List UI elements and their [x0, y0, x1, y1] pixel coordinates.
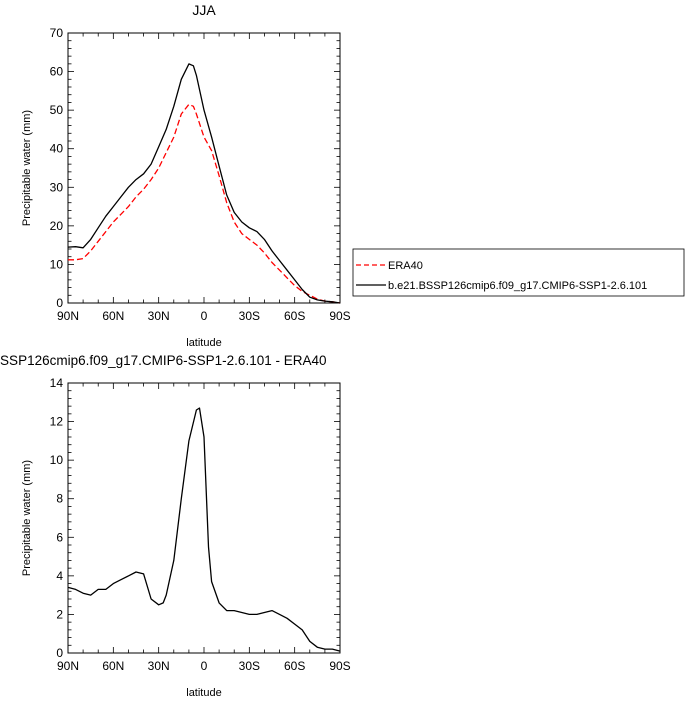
y-tick-label: 0 — [56, 646, 63, 660]
plot-frame — [67, 32, 341, 304]
y-tick-label: 50 — [50, 103, 64, 117]
x-tick-label: 60S — [284, 659, 305, 673]
bottom-panel: b.e21.BSSP126cmip6.f09_g17.CMIP6-SSP1-2.… — [0, 353, 351, 699]
x-tick-label: 30S — [239, 309, 260, 323]
y-tick-label: 30 — [50, 180, 64, 194]
y-tick-label: 40 — [50, 142, 64, 156]
y-tick-label: 10 — [50, 453, 64, 467]
bottom-plot-area: 90N 60N 30N 0 30S 60S 90S 0 2 4 6 8 10 12 14 — [50, 376, 351, 673]
x-tick-label: 90N — [57, 659, 79, 673]
x-tick-label: 0 — [201, 309, 208, 323]
x-tick-label: 30N — [148, 659, 170, 673]
x-tick-label: 90N — [57, 309, 79, 323]
y-tick-label: 4 — [56, 569, 63, 583]
legend-box — [352, 248, 685, 297]
top-plot-area: 90N 60N 30N 0 30S 60S 90S 0 10 20 30 40 50 60 70 — [50, 26, 351, 323]
x-tick-label: 30S — [239, 659, 260, 673]
bottom-title: b.e21.BSSP126cmip6.f09_g17.CMIP6-SSP1-2.… — [0, 353, 326, 368]
x-tick-label: 60S — [284, 309, 305, 323]
x-tick-label: 60N — [102, 659, 124, 673]
y-tick-label: 2 — [56, 607, 63, 621]
y-tick-label: 6 — [56, 530, 63, 544]
series-line-era40 — [68, 103, 341, 304]
x-tick-label: 60N — [102, 309, 124, 323]
y-tick-label: 0 — [56, 296, 63, 310]
plot-frame — [67, 382, 341, 654]
x-tick-label: 30N — [148, 309, 170, 323]
series-line-b-e21-bssp126cmip6-f09-g17-cmip6-ssp1-2-6-101 — [67, 63, 341, 304]
y-tick-label: 70 — [50, 26, 64, 40]
y-tick-label: 14 — [50, 376, 64, 390]
x-tick-label: 90S — [329, 309, 350, 323]
y-tick-label: 8 — [56, 492, 63, 506]
legend: ERA40 b.e21.BSSP126cmip6.f09_g17.CMIP6-S… — [352, 248, 685, 297]
y-tick-label: 20 — [50, 219, 64, 233]
legend-label-model: b.e21.BSSP126cmip6.f09_g17.CMIP6-SSP1-2.… — [388, 280, 647, 292]
bottom-xlabel: latitude — [186, 687, 221, 699]
x-tick-label: 0 — [201, 659, 208, 673]
top-ylabel: Precipitable water (mm) — [21, 110, 33, 226]
y-tick-label: 10 — [50, 257, 64, 271]
legend-label-era40: ERA40 — [388, 260, 423, 272]
y-tick-label: 12 — [50, 415, 64, 429]
x-tick-label: 90S — [329, 659, 350, 673]
series-line-1-0 — [67, 407, 341, 652]
top-panel: JJA 90N 60N 30N 0 30S 60S 90S 0 10 20 30 40 50 60 70 l… — [21, 2, 685, 349]
top-title: JJA — [192, 2, 216, 18]
top-xlabel: latitude — [186, 337, 221, 349]
y-tick-label: 60 — [50, 65, 64, 79]
bottom-ylabel: Precipitable water (mm) — [21, 460, 33, 576]
